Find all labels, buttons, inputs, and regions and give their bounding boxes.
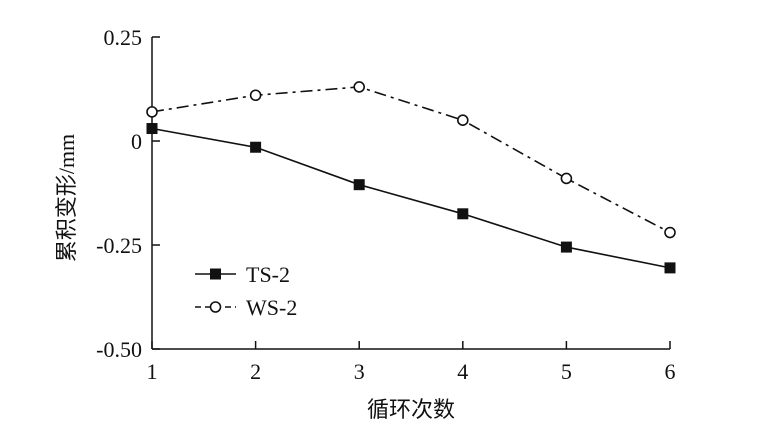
data-point-ts-2 — [664, 262, 676, 274]
data-point-ts-2 — [560, 241, 572, 253]
data-point-ws-2 — [353, 81, 366, 93]
series-line-ws-2 — [151, 86, 671, 234]
y-ticks: 0.25 0 -0.25 -0.50 — [96, 25, 160, 362]
x-ticks: 1 2 3 4 5 6 — [147, 341, 676, 384]
data-point-ws-2 — [456, 114, 469, 126]
y-tick-label: -0.50 — [96, 337, 142, 362]
series-line-ts-2 — [151, 127, 671, 269]
data-point-ws-2 — [560, 172, 573, 185]
legend-marker — [210, 268, 221, 280]
y-tick-label: 0.25 — [104, 25, 143, 50]
legend-label: TS-2 — [246, 262, 290, 287]
y-tick-label: -0.25 — [96, 233, 142, 258]
data-point-ts-2 — [353, 179, 365, 191]
x-tick-label: 3 — [354, 359, 365, 384]
y-axis-title: 累积变形/mm — [54, 134, 79, 262]
y-tick-label: 0 — [131, 129, 142, 154]
x-tick-label: 4 — [457, 359, 468, 384]
axes — [151, 37, 670, 350]
legend-label: WS-2 — [246, 295, 297, 320]
data-point-ws-2 — [249, 89, 262, 102]
series-ws-2 — [146, 81, 676, 239]
data-point-ws-2 — [664, 226, 676, 239]
legend: TS-2 WS-2 — [195, 262, 297, 320]
x-tick-label: 6 — [665, 359, 676, 384]
legend-marker — [209, 301, 222, 313]
legend-item-ts-2: TS-2 — [195, 262, 290, 287]
x-axis-title: 循环次数 — [367, 397, 455, 422]
x-tick-label: 1 — [147, 359, 158, 384]
legend-item-ws-2: WS-2 — [195, 295, 297, 320]
x-tick-label: 5 — [561, 359, 572, 384]
data-point-ts-2 — [250, 141, 262, 153]
data-point-ts-2 — [146, 123, 158, 135]
series-ts-2 — [146, 123, 676, 274]
data-point-ts-2 — [457, 208, 469, 220]
data-point-ws-2 — [146, 106, 158, 118]
series-layer — [146, 81, 676, 274]
x-tick-label: 2 — [250, 359, 261, 384]
